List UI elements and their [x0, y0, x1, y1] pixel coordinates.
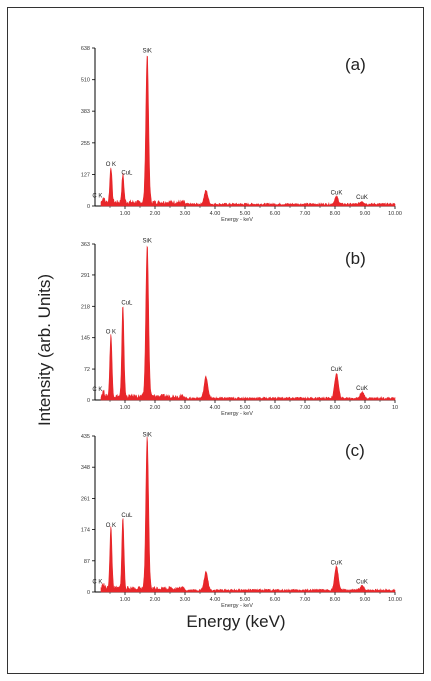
x-tick-label: 9.00 — [360, 211, 371, 217]
x-tick-label: 2.00 — [150, 597, 161, 603]
spectrum-series — [100, 55, 396, 207]
peak-label: CuK — [331, 367, 343, 373]
peak-label: CuK — [356, 195, 368, 201]
x-tick-label: 7.00 — [300, 597, 311, 603]
y-tick-label: 291 — [81, 273, 90, 279]
spectrum-svg: 0 72 145 218 291 363 1.00 2.00 3.00 4.00 5.00 6.00 7… — [81, 238, 398, 417]
y-tick-label: 145 — [81, 336, 90, 342]
x-axis-label: Energy - keV — [221, 411, 253, 417]
x-axis-label: Energy - keV — [221, 217, 253, 223]
x-tick-label: 4.00 — [210, 211, 221, 217]
peak-label: O K — [106, 330, 116, 336]
y-tick-label: 255 — [81, 141, 90, 147]
y-tick-label: 510 — [81, 78, 90, 84]
y-tick-label: 174 — [81, 528, 90, 534]
x-tick-label: 10.00 — [388, 597, 402, 603]
x-tick-label: 7.00 — [300, 211, 311, 217]
peak-label: SiK — [143, 238, 152, 244]
peak-label: C K — [92, 387, 102, 393]
x-tick-label: 10 — [392, 405, 398, 411]
y-tick-label: 72 — [84, 367, 90, 373]
x-axis-label: Energy - keV — [221, 603, 253, 609]
y-tick-label: 218 — [81, 304, 90, 310]
x-tick-label: 10.00 — [388, 211, 402, 217]
x-tick-label: 9.00 — [360, 597, 371, 603]
y-tick-label: 363 — [81, 242, 90, 248]
y-tick-label: 383 — [81, 109, 90, 115]
y-tick-label: 0 — [87, 590, 90, 596]
peak-label: CuK — [331, 191, 343, 197]
x-axis-title-text: Energy (keV) — [186, 612, 285, 631]
spectrum-panel-c: 0 87 174 261 348 435 1.00 2.00 3.00 4.00 5.00 6.00 7… — [81, 428, 402, 609]
x-tick-label: 2.00 — [150, 405, 161, 411]
x-tick-label: 1.00 — [120, 211, 131, 217]
y-tick-label: 0 — [87, 204, 90, 210]
y-tick-label: 261 — [81, 496, 90, 502]
x-tick-label: 6.00 — [270, 211, 281, 217]
x-tick-label: 7.00 — [300, 405, 311, 411]
peak-label: CuL — [121, 300, 133, 306]
x-tick-label: 6.00 — [270, 597, 281, 603]
x-tick-label: 8.00 — [330, 405, 341, 411]
y-tick-label: 87 — [84, 559, 90, 565]
x-tick-label: 5.00 — [240, 405, 251, 411]
y-axis-title-text: Intensity (arb. Units) — [35, 274, 54, 426]
peak-label: CuL — [121, 513, 133, 519]
x-tick-label: 3.00 — [180, 597, 191, 603]
x-tick-label: 4.00 — [210, 597, 221, 603]
peak-label: O K — [106, 523, 116, 529]
x-tick-label: 4.00 — [210, 405, 221, 411]
x-axis-title: Energy (keV) — [186, 612, 285, 631]
peak-label: SiK — [143, 48, 152, 54]
figure-frame — [7, 7, 424, 674]
peak-label: O K — [106, 162, 116, 168]
x-tick-label: 3.00 — [180, 211, 191, 217]
spectrum-series — [100, 245, 396, 401]
panel-label: (c) — [345, 441, 365, 460]
peak-label: CuK — [356, 580, 368, 586]
x-tick-label: 8.00 — [330, 211, 341, 217]
peak-label: C K — [92, 580, 102, 586]
x-tick-label: 2.00 — [150, 211, 161, 217]
y-axis-title: Intensity (arb. Units) — [35, 274, 54, 426]
x-tick-label: 5.00 — [240, 211, 251, 217]
spectrum-svg: 0 87 174 261 348 435 1.00 2.00 3.00 4.00 5.00 6.00 7… — [81, 432, 402, 609]
peak-label: CuK — [331, 560, 343, 566]
y-tick-label: 127 — [81, 173, 90, 179]
peak-label: C K — [92, 194, 102, 200]
peak-label: SiK — [143, 432, 152, 438]
x-tick-label: 3.00 — [180, 405, 191, 411]
y-tick-label: 435 — [81, 434, 90, 440]
panel-label: (a) — [345, 55, 366, 74]
y-tick-label: 0 — [87, 398, 90, 404]
peak-label: CuK — [356, 386, 368, 392]
panel-label: (b) — [345, 249, 366, 268]
y-tick-label: 638 — [81, 46, 90, 52]
spectrum-panel-a: 0 127 255 383 510 638 1.00 2.00 3.00 4.00 5.00 6.00… — [81, 40, 402, 223]
spectrum-series — [100, 436, 396, 593]
x-tick-label: 1.00 — [120, 597, 131, 603]
spectrum-svg: 0 127 255 383 510 638 1.00 2.00 3.00 4.00 5.00 6.00… — [81, 46, 402, 223]
x-tick-label: 5.00 — [240, 597, 251, 603]
x-tick-label: 9.00 — [360, 405, 371, 411]
x-tick-label: 8.00 — [330, 597, 341, 603]
y-tick-label: 348 — [81, 465, 90, 471]
x-tick-label: 1.00 — [120, 405, 131, 411]
spectrum-panel-b: 0 72 145 218 291 363 1.00 2.00 3.00 4.00 5.00 6.00 7… — [81, 236, 398, 417]
x-tick-label: 6.00 — [270, 405, 281, 411]
peak-label: CuL — [121, 170, 133, 176]
